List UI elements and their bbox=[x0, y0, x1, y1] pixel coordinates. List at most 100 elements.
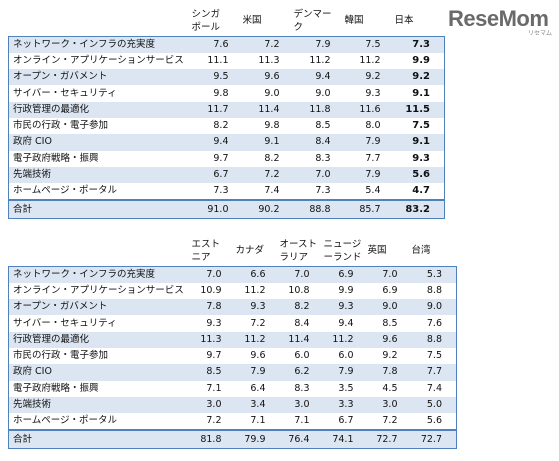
total-value: 76.4 bbox=[279, 429, 324, 450]
column-header: エスト ニア bbox=[191, 238, 221, 263]
value-cell: 5.3 bbox=[411, 265, 457, 283]
resemom-logo: ReseMom リセマム bbox=[448, 8, 552, 38]
row-label: 政府 CIO bbox=[8, 364, 192, 381]
value-cell: 7.7 bbox=[411, 364, 457, 381]
header-blank bbox=[9, 236, 192, 266]
value-cell: 11.8 bbox=[293, 101, 345, 118]
table-row: 政府 CIO 8.5 7.9 6.2 7.9 7.8 7.7 bbox=[8, 364, 457, 381]
value-cell: 7.0 bbox=[367, 265, 412, 283]
value-cell: 9.1 bbox=[394, 134, 445, 151]
value-cell: 7.6 bbox=[411, 315, 457, 332]
value-cell: 9.0 bbox=[367, 299, 412, 316]
table-row: オンライン・アプリケーションサービス 11.1 11.3 11.2 11.2 9.9 bbox=[8, 52, 445, 70]
value-cell: 9.3 bbox=[394, 150, 445, 167]
value-cell: 5.6 bbox=[394, 166, 445, 184]
value-cell: 6.9 bbox=[323, 265, 368, 283]
row-label: ホームページ・ポータル bbox=[8, 413, 192, 431]
value-cell: 7.2 bbox=[242, 35, 294, 53]
table-row: 電子政府戦略・振興 7.1 6.4 8.3 3.5 4.5 7.4 bbox=[8, 380, 457, 397]
value-cell: 3.5 bbox=[323, 380, 368, 397]
value-cell: 9.9 bbox=[323, 282, 368, 300]
table-row: 市民の行政・電子参加 8.2 9.8 8.5 8.0 7.5 bbox=[8, 117, 445, 135]
value-cell: 7.2 bbox=[242, 166, 294, 184]
value-cell: 8.2 bbox=[279, 299, 324, 316]
table-row: 市民の行政・電子参加 9.7 9.6 6.0 6.0 9.2 7.5 bbox=[8, 347, 457, 365]
total-row: 合計 81.8 79.9 76.4 74.1 72.7 72.7 bbox=[8, 429, 457, 450]
value-cell: 11.3 bbox=[242, 52, 294, 70]
table-row: 行政管理の最適化 11.3 11.2 11.4 11.2 9.6 8.8 bbox=[8, 331, 457, 348]
value-cell: 6.4 bbox=[235, 380, 280, 397]
value-cell: 9.6 bbox=[235, 347, 280, 365]
value-cell: 3.3 bbox=[323, 396, 368, 414]
value-cell: 9.5 bbox=[191, 69, 243, 86]
value-cell: 9.0 bbox=[411, 299, 457, 316]
table-row: ネットワーク・インフラの充実度 7.0 6.6 7.0 6.9 7.0 5.3 bbox=[8, 265, 457, 283]
value-cell: 7.3 bbox=[293, 183, 345, 201]
value-cell: 8.0 bbox=[344, 117, 395, 135]
value-cell: 3.0 bbox=[279, 396, 324, 414]
value-cell: 9.8 bbox=[191, 85, 243, 102]
value-cell: 3.4 bbox=[235, 396, 280, 414]
column-header: シンガ ポール bbox=[191, 8, 221, 33]
total-label: 合計 bbox=[8, 429, 192, 450]
total-label: 合計 bbox=[8, 199, 192, 220]
total-value: 85.7 bbox=[344, 199, 395, 220]
row-label: 行政管理の最適化 bbox=[8, 331, 192, 348]
column-header: 英国 bbox=[367, 245, 387, 257]
value-cell: 9.3 bbox=[323, 299, 368, 316]
table-row: 先端技術 6.7 7.2 7.0 7.9 5.6 bbox=[8, 166, 445, 184]
value-cell: 7.5 bbox=[394, 117, 445, 135]
value-cell: 8.3 bbox=[293, 150, 345, 167]
value-cell: 9.4 bbox=[293, 69, 345, 86]
value-cell: 7.9 bbox=[344, 134, 395, 151]
value-cell: 7.4 bbox=[411, 380, 457, 397]
row-label: 政府 CIO bbox=[8, 134, 192, 151]
value-cell: 6.6 bbox=[235, 265, 280, 283]
row-label: 電子政府戦略・振興 bbox=[8, 380, 192, 397]
header-blank bbox=[9, 6, 192, 36]
value-cell: 7.3 bbox=[394, 35, 445, 53]
row-label: 市民の行政・電子参加 bbox=[8, 347, 192, 365]
value-cell: 5.4 bbox=[344, 183, 395, 201]
row-label: ネットワーク・インフラの充実度 bbox=[8, 265, 192, 283]
total-value: 83.2 bbox=[394, 199, 445, 220]
value-cell: 11.4 bbox=[279, 331, 324, 348]
logo-subtext: リセマム bbox=[527, 30, 552, 37]
row-label: 電子政府戦略・振興 bbox=[8, 150, 192, 167]
row-label: オープン・ガバメント bbox=[8, 69, 192, 86]
value-cell: 6.9 bbox=[367, 282, 412, 300]
value-cell: 9.8 bbox=[242, 117, 294, 135]
row-label: サイバー・セキュリティ bbox=[8, 85, 192, 102]
value-cell: 9.3 bbox=[235, 299, 280, 316]
row-label: 行政管理の最適化 bbox=[8, 101, 192, 118]
value-cell: 9.9 bbox=[394, 52, 445, 70]
value-cell: 9.6 bbox=[367, 331, 412, 348]
row-label: オンライン・アプリケーションサービス bbox=[8, 282, 192, 300]
value-cell: 10.9 bbox=[191, 282, 236, 300]
value-cell: 3.0 bbox=[191, 396, 236, 414]
column-header: 韓国 bbox=[344, 15, 364, 27]
value-cell: 7.0 bbox=[293, 166, 345, 184]
value-cell: 11.3 bbox=[191, 331, 236, 348]
value-cell: 9.4 bbox=[191, 134, 243, 151]
value-cell: 9.0 bbox=[242, 85, 294, 102]
value-cell: 6.7 bbox=[323, 413, 368, 431]
value-cell: 7.2 bbox=[191, 413, 236, 431]
value-cell: 7.9 bbox=[293, 35, 345, 53]
value-cell: 8.2 bbox=[191, 117, 243, 135]
total-value: 79.9 bbox=[235, 429, 280, 450]
column-header: オースト ラリア bbox=[279, 238, 318, 263]
value-cell: 11.2 bbox=[235, 331, 280, 348]
value-cell: 8.4 bbox=[279, 315, 324, 332]
row-label: 先端技術 bbox=[8, 396, 192, 414]
row-label: 先端技術 bbox=[8, 166, 192, 184]
value-cell: 7.1 bbox=[191, 380, 236, 397]
value-cell: 9.4 bbox=[323, 315, 368, 332]
value-cell: 9.2 bbox=[367, 347, 412, 365]
total-value: 91.0 bbox=[191, 199, 243, 220]
value-cell: 3.0 bbox=[367, 396, 412, 414]
value-cell: 8.4 bbox=[293, 134, 345, 151]
value-cell: 11.2 bbox=[235, 282, 280, 300]
value-cell: 11.6 bbox=[344, 101, 395, 118]
total-value: 90.2 bbox=[242, 199, 294, 220]
